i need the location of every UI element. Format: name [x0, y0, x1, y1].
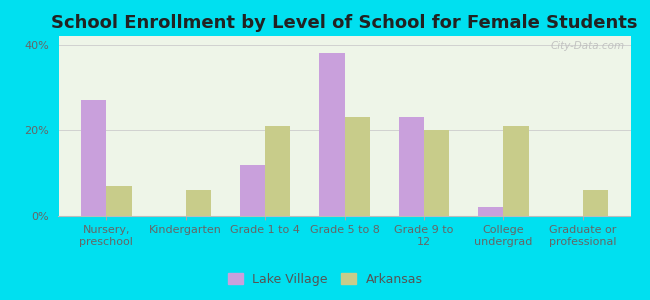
- Bar: [503, 126, 529, 216]
- Title: School Enrollment by Level of School for Female Students: School Enrollment by Level of School for…: [51, 14, 638, 32]
- Bar: [319, 53, 344, 216]
- Bar: [240, 165, 265, 216]
- Bar: [424, 130, 449, 216]
- Bar: [81, 100, 106, 216]
- Text: City-Data.com: City-Data.com: [551, 41, 625, 51]
- Legend: Lake Village, Arkansas: Lake Village, Arkansas: [222, 268, 428, 291]
- Bar: [478, 207, 503, 216]
- Bar: [186, 190, 211, 216]
- Bar: [106, 186, 131, 216]
- Bar: [398, 117, 424, 216]
- Bar: [583, 190, 608, 216]
- Bar: [265, 126, 291, 216]
- Bar: [344, 117, 370, 216]
